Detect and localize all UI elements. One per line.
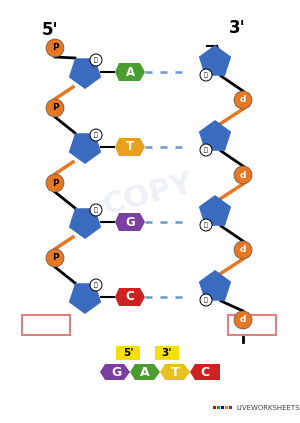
FancyBboxPatch shape xyxy=(228,315,276,335)
FancyBboxPatch shape xyxy=(229,406,232,409)
Polygon shape xyxy=(199,270,231,301)
Text: C: C xyxy=(126,291,134,303)
FancyBboxPatch shape xyxy=(22,315,70,335)
Polygon shape xyxy=(115,138,145,156)
FancyBboxPatch shape xyxy=(116,346,140,360)
Text: ⓞ: ⓞ xyxy=(204,147,208,153)
Text: ⓞ: ⓞ xyxy=(204,222,208,228)
Circle shape xyxy=(46,99,64,117)
Polygon shape xyxy=(69,283,101,314)
Circle shape xyxy=(90,129,102,141)
Circle shape xyxy=(90,279,102,291)
Polygon shape xyxy=(130,364,160,380)
Text: 3': 3' xyxy=(229,19,245,37)
Text: P: P xyxy=(52,179,58,187)
Circle shape xyxy=(200,144,212,156)
Text: A: A xyxy=(125,66,135,79)
Text: A: A xyxy=(140,365,150,379)
Text: d: d xyxy=(240,170,246,179)
Text: 5': 5' xyxy=(123,348,133,358)
Polygon shape xyxy=(160,364,190,380)
Circle shape xyxy=(234,311,252,329)
Circle shape xyxy=(46,39,64,57)
Text: 3': 3' xyxy=(162,348,172,358)
Text: d: d xyxy=(240,245,246,255)
Text: d: d xyxy=(240,96,246,104)
Text: G: G xyxy=(125,215,135,228)
Text: P: P xyxy=(52,44,58,52)
Circle shape xyxy=(200,219,212,231)
Text: P: P xyxy=(52,104,58,113)
Text: ⓞ: ⓞ xyxy=(94,57,98,63)
Text: d: d xyxy=(240,316,246,324)
FancyBboxPatch shape xyxy=(225,406,228,409)
Text: ⓞ: ⓞ xyxy=(204,72,208,78)
Circle shape xyxy=(234,91,252,109)
Text: ⓞ: ⓞ xyxy=(94,207,98,213)
Text: 5': 5' xyxy=(42,21,58,39)
Text: ⓞ: ⓞ xyxy=(94,282,98,288)
Circle shape xyxy=(90,54,102,66)
FancyBboxPatch shape xyxy=(155,346,179,360)
Circle shape xyxy=(46,174,64,192)
Polygon shape xyxy=(190,364,220,380)
Circle shape xyxy=(46,249,64,267)
Text: LIVEWORKSHEETS: LIVEWORKSHEETS xyxy=(236,404,299,410)
Polygon shape xyxy=(69,58,101,89)
Text: C: C xyxy=(200,365,210,379)
Circle shape xyxy=(200,294,212,306)
Text: P: P xyxy=(52,253,58,263)
Polygon shape xyxy=(69,133,101,164)
Text: T: T xyxy=(126,140,134,154)
FancyBboxPatch shape xyxy=(221,406,224,409)
Text: ⓞ: ⓞ xyxy=(204,297,208,303)
Circle shape xyxy=(90,204,102,216)
Text: COPY: COPY xyxy=(100,169,196,221)
Text: T: T xyxy=(171,365,179,379)
FancyBboxPatch shape xyxy=(217,406,220,409)
Circle shape xyxy=(234,166,252,184)
Circle shape xyxy=(200,69,212,81)
Polygon shape xyxy=(115,213,145,231)
Polygon shape xyxy=(199,45,231,76)
Circle shape xyxy=(234,241,252,259)
Polygon shape xyxy=(115,288,145,306)
Polygon shape xyxy=(115,63,145,81)
Polygon shape xyxy=(100,364,130,380)
Polygon shape xyxy=(199,120,231,151)
Polygon shape xyxy=(199,195,231,226)
FancyBboxPatch shape xyxy=(213,406,216,409)
Text: G: G xyxy=(112,365,122,379)
Polygon shape xyxy=(69,208,101,239)
Text: ⓞ: ⓞ xyxy=(94,132,98,138)
